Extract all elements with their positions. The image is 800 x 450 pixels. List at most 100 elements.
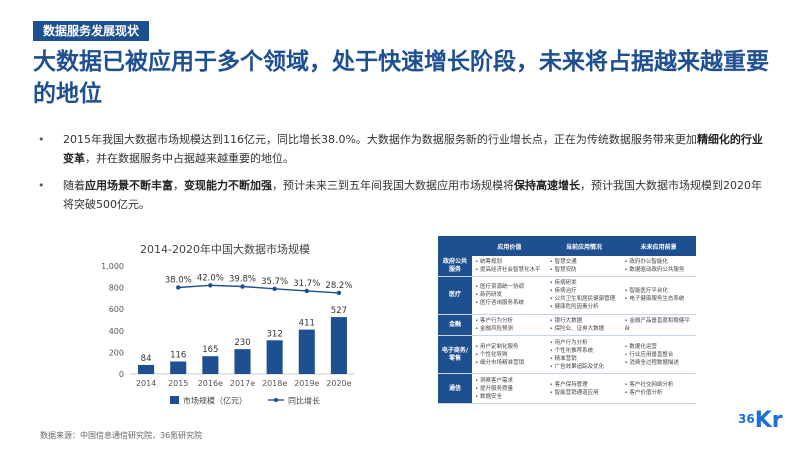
- table-cell-item: 客户价值分析: [624, 389, 693, 397]
- table-cell-item: 精准营销: [550, 355, 619, 363]
- legend-line-point: [274, 398, 278, 402]
- table-cell: 数据化运营行业应用垂直整合消费全过程数据描述: [621, 335, 696, 375]
- growth-point: [208, 283, 213, 288]
- table-cell: 政府办公智能化数据驱动政府公共服务: [621, 256, 696, 277]
- section-tag: 数据服务发展现状: [33, 21, 150, 41]
- table-cell: 智慧交通智慧安防: [546, 256, 622, 277]
- table-cell-item: 用户定制化服务: [475, 343, 544, 351]
- bar-2018e: [266, 340, 283, 374]
- bar-value-label: 230: [234, 338, 250, 348]
- bar-value-label: 165: [202, 345, 218, 355]
- table-cell-item: 行业应用垂直整合: [624, 351, 693, 359]
- table-category-cell: 医疗: [438, 276, 472, 316]
- bullet-item: • 随着应用场景不断丰富，变现能力不断加强，预计未来三到五年间我国大数据应用市场规…: [33, 176, 768, 214]
- table-cell: 智能医疗平台化电子健康服务生态系统: [621, 276, 696, 316]
- growth-label: 35.7%: [261, 277, 288, 287]
- bar-2019e: [298, 329, 315, 374]
- table-cell-item: 客户社交网络分析: [624, 381, 693, 389]
- y-tick-label: 0: [119, 370, 124, 379]
- table-cell-item: 智能医疗平台化: [624, 287, 693, 295]
- table-header-cell: 应用价值: [472, 236, 547, 256]
- bullet-text: 随着: [63, 179, 85, 192]
- table-cell-item: 数据驱动政府公共服务: [624, 266, 693, 274]
- table-cell-item: 洞察客户需求: [475, 377, 544, 385]
- table-header-cell: 当前应用情况: [546, 236, 622, 256]
- bar-2014: [138, 364, 155, 374]
- legend-bar-label: 市场规模（亿元）: [183, 396, 247, 406]
- table-row: 医疗医疗资源统一协调新药研发医疗咨询服务系统疾病研发疾病治疗公共卫生和居民健康管…: [438, 276, 696, 316]
- table-cell-item: 智能营销通道应用: [550, 389, 619, 397]
- bullet-text: ，并在数据服务中占据越来越重要的地位。: [85, 152, 294, 165]
- page-title: 大数据已被应用于多个领域，处于快速增长阶段，未来将占据越来越重要的地位: [33, 49, 769, 107]
- x-tick-label: 2015: [168, 379, 188, 388]
- bullet-dot-icon: •: [38, 179, 45, 192]
- growth-point: [176, 285, 181, 290]
- table-cell: 医疗资源统一协调新药研发医疗咨询服务系统: [472, 276, 547, 316]
- table-cell-item: 客户保持管理: [550, 381, 619, 389]
- table-cell-item: 提高经济社会智慧化水平: [475, 266, 544, 274]
- growth-point: [304, 288, 309, 294]
- x-tick-label: 2020e: [326, 379, 351, 388]
- x-tick-label: 2014: [136, 379, 156, 388]
- table-cell-item: 医疗咨询服务系统: [475, 299, 544, 307]
- chart-title: 2014-2020年中国大数据市场规模: [140, 242, 310, 256]
- growth-point: [272, 286, 277, 291]
- bar-value-label: 84: [141, 354, 152, 364]
- bullet-emphasis: 保持高速增长: [514, 179, 580, 192]
- table-cell-item: 提升服务质量: [475, 385, 544, 393]
- growth-line: [178, 284, 339, 294]
- bar-2020e: [330, 317, 347, 374]
- bar-value-label: 312: [267, 329, 283, 339]
- x-tick-label: 2017e: [230, 379, 255, 388]
- bullet-list: • 2015年我国大数据市场规模达到116亿元，同比增长38.0%。大数据作为数据…: [33, 130, 768, 222]
- table-cell-item: 智慧交通: [550, 258, 619, 266]
- table-cell-item: 广告效果追踪及优化: [550, 363, 619, 371]
- bullet-text: ，: [173, 179, 184, 192]
- bar-value-label: 411: [299, 319, 315, 329]
- table-header-row: 应用价值 当前应用情况 未来应用前景: [438, 236, 696, 256]
- growth-label: 31.7%: [293, 279, 320, 289]
- legend-bar-swatch: [170, 396, 179, 404]
- bullet-text: ，预计未来三到五年间我国大数据应用市场规模将: [272, 179, 514, 192]
- table-row: 通信洞察客户需求提升服务质量数据安全客户保持管理智能营销通道应用客户社交网络分析…: [438, 373, 696, 404]
- table-cell-item: 疾病研发: [550, 279, 619, 287]
- source-note: 数据来源：中国信息通信研究院，36氪研究院: [40, 431, 203, 440]
- table-cell: 客户社交网络分析客户价值分析: [621, 373, 696, 404]
- bullet-emphasis: 精细化的行业变革: [63, 133, 763, 165]
- table-cell: 用户行为分析个性化推荐系统精准营销广告效果追踪及优化: [546, 335, 622, 375]
- table-cell-item: 数据化运营: [624, 343, 693, 351]
- table-cell: 疾病研发疾病治疗公共卫生和居民健康管理健康危险因素分析: [546, 276, 622, 316]
- bullet-emphasis: 应用场景不断丰富: [85, 179, 173, 192]
- logo-kr: Kr: [754, 408, 783, 433]
- table-cell-item: 医疗资源统一协调: [475, 283, 544, 291]
- growth-point: [240, 284, 245, 289]
- table-cell: 金融产品垂直度和稳健平台: [621, 314, 696, 336]
- table-cell-item: 客户行为分析: [475, 317, 544, 325]
- x-tick-label: 2019e: [294, 379, 319, 388]
- bar-2016e: [202, 356, 219, 374]
- table-cell-item: 银行大数据: [550, 317, 619, 325]
- growth-label: 42.0%: [197, 273, 224, 283]
- table-cell-item: 政府办公智能化: [624, 258, 693, 266]
- y-tick-label: 600: [109, 305, 124, 314]
- table-cell: 银行大数据保险业、证券大数据: [546, 314, 622, 336]
- growth-label: 39.8%: [229, 275, 256, 285]
- legend-line-label: 同比增长: [288, 396, 320, 406]
- bullet-dot-icon: •: [38, 133, 45, 146]
- table-cell: 洞察客户需求提升服务质量数据安全: [472, 373, 547, 404]
- table-category-cell: 政府公共服务: [438, 256, 472, 277]
- bar-value-label: 527: [331, 306, 347, 316]
- y-tick-label: 400: [109, 327, 124, 336]
- table-cell-item: 用户行为分析: [550, 339, 619, 347]
- table-cell-item: 保险业、证券大数据: [550, 325, 619, 333]
- table-cell: 客户保持管理智能营销通道应用: [546, 373, 622, 404]
- table-cell-item: 公共卫生和居民健康管理: [550, 295, 619, 303]
- market-size-chart: 2014-2020年中国大数据市场规模 0 200 400 600 800 1,000 8…: [101, 242, 355, 406]
- y-tick-label: 800: [109, 284, 124, 293]
- bullet-item: • 2015年我国大数据市场规模达到116亿元，同比增长38.0%。大数据作为数据…: [33, 130, 768, 168]
- table-cell-item: 金融风险预测: [475, 325, 544, 333]
- table-header-cell: [438, 236, 472, 256]
- growth-label: 38.0%: [165, 276, 192, 286]
- table-cell-item: 智慧安防: [550, 266, 619, 274]
- table-header-cell: 未来应用前景: [621, 236, 696, 256]
